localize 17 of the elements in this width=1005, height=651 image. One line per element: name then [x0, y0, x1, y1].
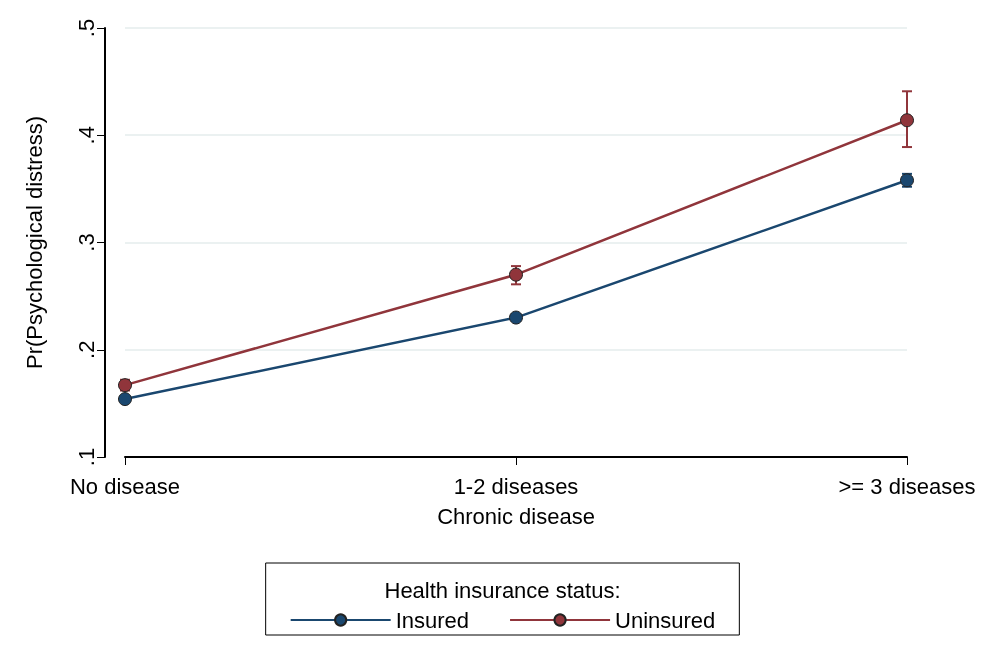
x-tick-label: No disease	[69, 473, 181, 499]
point	[509, 267, 523, 282]
x-axis-title: Chronic disease	[437, 503, 595, 529]
legend-label: Insured	[395, 607, 470, 633]
x-tick-label: >= 3 diseases	[838, 473, 976, 499]
legend-title: Health insurance status:	[384, 577, 621, 603]
y-axis-title: Pr(Psychological distress)	[21, 115, 47, 370]
point	[118, 392, 132, 407]
point	[509, 310, 523, 325]
y-tick-label: .4	[73, 126, 99, 145]
point	[900, 113, 914, 128]
y-tick-label: .1	[73, 447, 99, 467]
x-tick-label: 1-2 diseases	[453, 473, 579, 499]
legend-label: Uninsured	[615, 607, 716, 633]
y-tick-label: .5	[73, 18, 99, 38]
y-tick-label: .2	[73, 340, 99, 359]
y-tick-label: .3	[73, 233, 99, 252]
